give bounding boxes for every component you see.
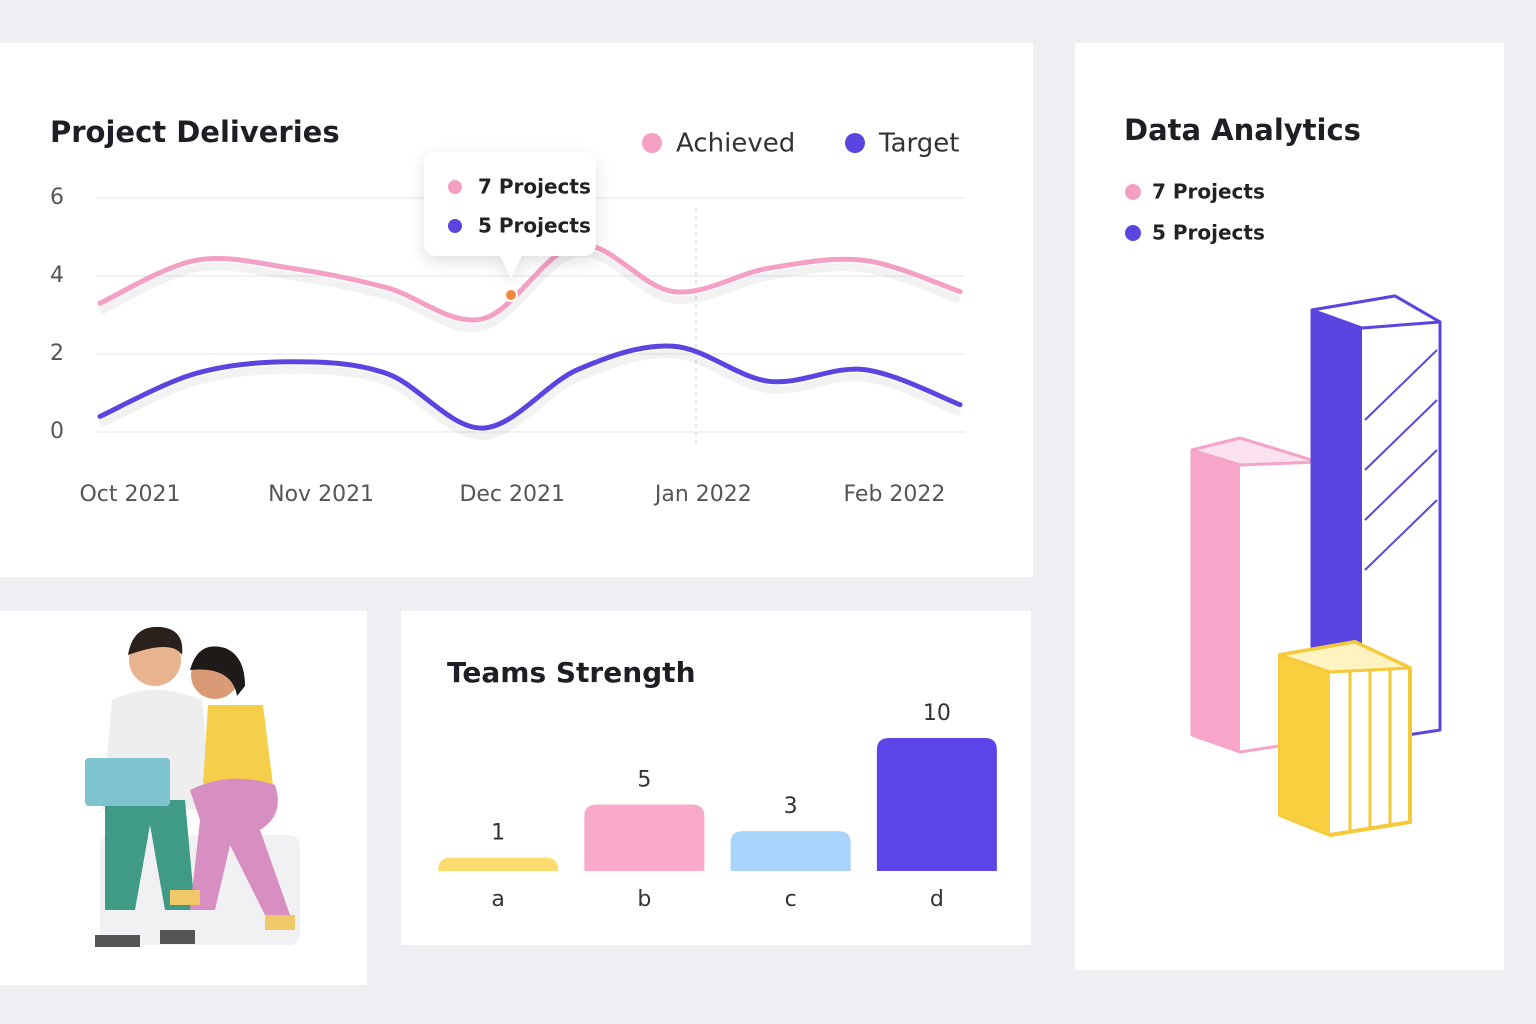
x-tick-label: c xyxy=(785,887,797,912)
legend-label: Target xyxy=(878,129,959,159)
legend-label: 7 Projects xyxy=(1152,180,1265,204)
bar xyxy=(584,804,705,871)
legend-label: Achieved xyxy=(676,129,795,159)
x-tick-label: Nov 2021 xyxy=(268,482,374,507)
legend-marker xyxy=(845,133,865,153)
bars-illustration xyxy=(1190,294,1442,837)
bar xyxy=(438,857,559,871)
value-label: 3 xyxy=(784,794,798,819)
tooltip-marker xyxy=(448,180,462,194)
legend-marker xyxy=(1125,184,1141,200)
tooltip xyxy=(424,152,596,278)
line-shadow xyxy=(98,349,962,441)
panel-title: Data Analytics xyxy=(1124,113,1361,147)
card xyxy=(0,43,1033,577)
value-label: 1 xyxy=(491,821,505,846)
x-tick-label: Jan 2022 xyxy=(653,482,752,507)
legend-marker xyxy=(642,133,662,153)
x-tick-label: Oct 2021 xyxy=(79,482,180,507)
highlight-dot xyxy=(504,288,518,302)
y-tick-label: 0 xyxy=(50,419,64,444)
x-tick-label: Dec 2021 xyxy=(459,482,565,507)
y-tick-label: 4 xyxy=(50,263,64,288)
series-line xyxy=(97,242,963,323)
x-tick-label: a xyxy=(491,887,504,912)
tooltip-marker xyxy=(448,219,462,233)
x-tick-label: b xyxy=(637,887,651,912)
bar xyxy=(876,738,997,871)
y-tick-label: 6 xyxy=(50,185,64,210)
series-line xyxy=(97,343,963,431)
x-tick-label: Feb 2022 xyxy=(843,482,945,507)
chart-title: Project Deliveries xyxy=(50,115,340,149)
bar xyxy=(730,831,851,871)
tooltip-label: 7 Projects xyxy=(478,175,591,199)
legend-label: 5 Projects xyxy=(1152,221,1265,245)
line-shadow xyxy=(98,248,962,332)
value-label: 10 xyxy=(923,701,951,726)
legend-marker xyxy=(1125,225,1141,241)
y-tick-label: 2 xyxy=(50,341,64,366)
x-tick-label: d xyxy=(930,887,944,912)
tooltip-label: 5 Projects xyxy=(478,214,591,238)
illustration xyxy=(85,626,300,947)
value-label: 5 xyxy=(637,768,651,793)
chart-title: Teams Strength xyxy=(447,656,696,689)
